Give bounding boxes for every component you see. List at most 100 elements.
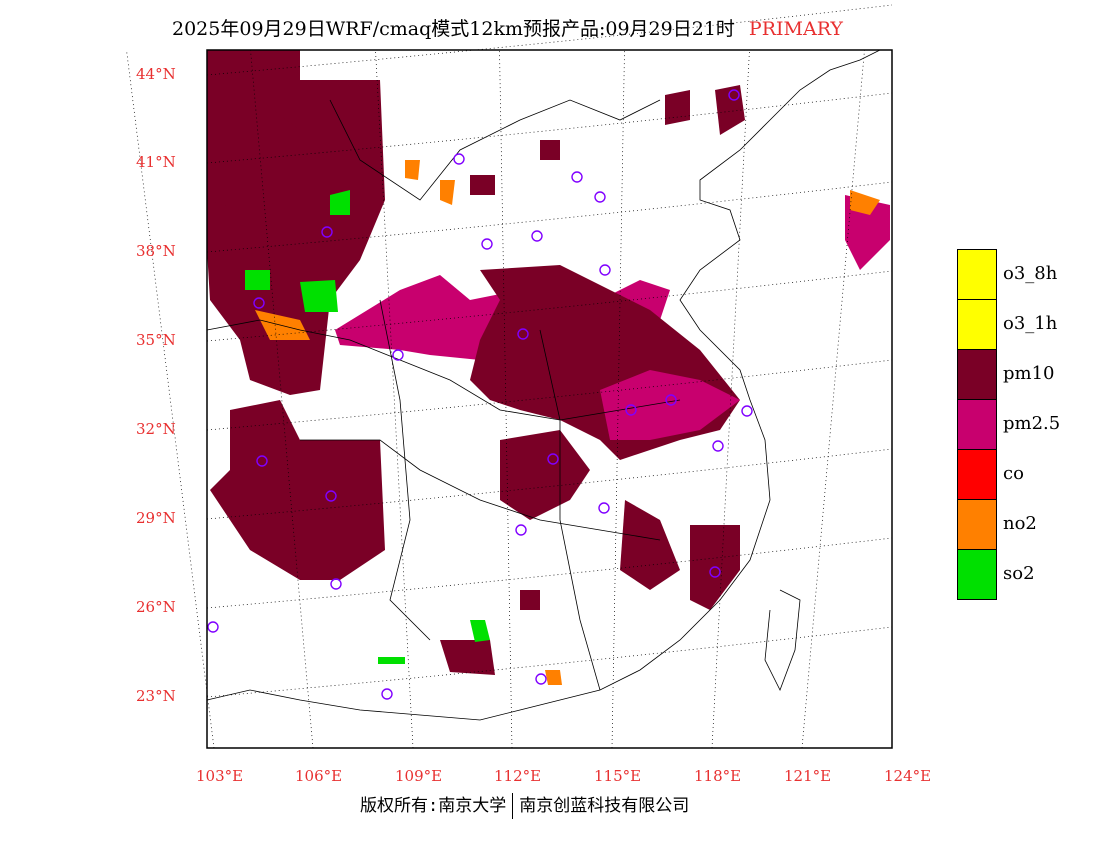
title-tag: PRIMARY: [748, 18, 843, 40]
legend-swatch: [957, 549, 997, 600]
latitude-line: [206, 270, 893, 342]
pollution-areas: [207, 50, 890, 685]
legend-label: pm10: [1003, 363, 1055, 384]
longitude-line: [250, 49, 314, 749]
lat-label: 32°N: [136, 420, 176, 438]
longitude-line: [499, 49, 513, 749]
latitude-line: [206, 448, 893, 520]
city-marker-icon: [207, 621, 219, 633]
latitude-line: [206, 537, 893, 609]
lon-label: 112°E: [494, 767, 542, 785]
city-marker-icon: [535, 673, 547, 685]
city-marker-icon: [571, 171, 583, 183]
city-marker-icon: [594, 191, 606, 203]
legend-swatch: [957, 249, 997, 299]
legend-label: no2: [1003, 513, 1037, 534]
copyright-footer: 版权所有:南京大学 南京创蓝科技有限公司: [360, 791, 689, 819]
pollution-area: [715, 85, 745, 135]
city-marker-icon: [598, 502, 610, 514]
lon-label: 118°E: [694, 767, 742, 785]
boundary-line: [539, 329, 601, 691]
pollution-area: [665, 90, 690, 125]
lat-label: 44°N: [136, 65, 176, 83]
pollution-area: [300, 280, 338, 312]
city-marker-icon: [625, 404, 637, 416]
lon-label: 115°E: [594, 767, 642, 785]
lon-label: 103°E: [196, 767, 244, 785]
pollution-area: [470, 175, 495, 195]
city-marker-icon: [712, 440, 724, 452]
pollution-area: [470, 265, 740, 460]
city-marker-icon: [709, 566, 721, 578]
pollution-area: [470, 620, 490, 642]
legend-item: o3_1h: [957, 299, 1057, 349]
city-marker-icon: [381, 688, 393, 700]
lat-label: 38°N: [136, 242, 176, 260]
lat-label: 23°N: [136, 687, 176, 705]
footer-divider: [512, 793, 514, 819]
legend-label: o3_8h: [1003, 263, 1058, 284]
copyright-left: 版权所有:南京大学: [360, 796, 507, 816]
boundary-line: [329, 99, 661, 201]
pollution-area: [540, 140, 560, 160]
graticule: [126, 4, 893, 749]
city-marker-icon: [481, 238, 493, 250]
city-marker-icon: [321, 226, 333, 238]
pollution-area: [845, 195, 890, 270]
boundary-line: [379, 299, 431, 641]
city-marker-icon: [547, 453, 559, 465]
latitude-line: [206, 359, 893, 431]
city-markers: [207, 89, 753, 700]
legend-label: pm2.5: [1003, 413, 1061, 434]
lon-label: 109°E: [395, 767, 443, 785]
legend-swatch: [957, 299, 997, 349]
lat-label: 26°N: [136, 598, 176, 616]
city-marker-icon: [599, 264, 611, 276]
city-marker-icon: [256, 455, 268, 467]
lat-label: 35°N: [136, 331, 176, 349]
boundary-line: [764, 589, 801, 691]
legend-item: so2: [957, 549, 1035, 600]
lon-label: 124°E: [884, 767, 932, 785]
legend-label: co: [1003, 463, 1024, 484]
latitude-line: [206, 181, 893, 253]
boundary-line: [300, 439, 661, 541]
lat-label: 29°N: [136, 509, 176, 527]
legend-item: o3_8h: [957, 249, 1057, 299]
city-marker-icon: [517, 328, 529, 340]
longitude-line: [375, 49, 414, 749]
legend-swatch: [957, 499, 997, 549]
pollution-area: [850, 190, 880, 215]
lon-label: 106°E: [295, 767, 343, 785]
boundary-line: [206, 319, 681, 421]
boundary-line: [206, 49, 881, 721]
city-marker-icon: [453, 153, 465, 165]
pollution-area: [440, 640, 495, 675]
city-marker-icon: [330, 578, 342, 590]
legend-label: o3_1h: [1003, 313, 1058, 334]
province-borders: [206, 49, 881, 721]
city-marker-icon: [665, 394, 677, 406]
copyright-right: 南京创蓝科技有限公司: [519, 796, 690, 816]
pollution-area: [545, 670, 562, 685]
latitude-line: [206, 92, 893, 164]
legend-item: co: [957, 449, 1024, 499]
legend-swatch: [957, 349, 997, 399]
pollution-area: [378, 657, 405, 664]
pollution-area: [440, 180, 455, 205]
pollution-area: [330, 190, 350, 215]
pollution-area: [500, 430, 590, 520]
legend-label: so2: [1003, 563, 1035, 584]
pollution-area: [207, 100, 300, 210]
map-frame: [206, 49, 893, 749]
lat-label: 41°N: [136, 153, 176, 171]
legend-item: pm2.5: [957, 399, 1060, 449]
city-marker-icon: [515, 524, 527, 536]
city-marker-icon: [741, 405, 753, 417]
legend-item: no2: [957, 499, 1037, 549]
longitude-line: [611, 49, 625, 749]
legend-swatch: [957, 449, 997, 499]
city-marker-icon: [253, 297, 265, 309]
pollution-area: [255, 310, 310, 340]
